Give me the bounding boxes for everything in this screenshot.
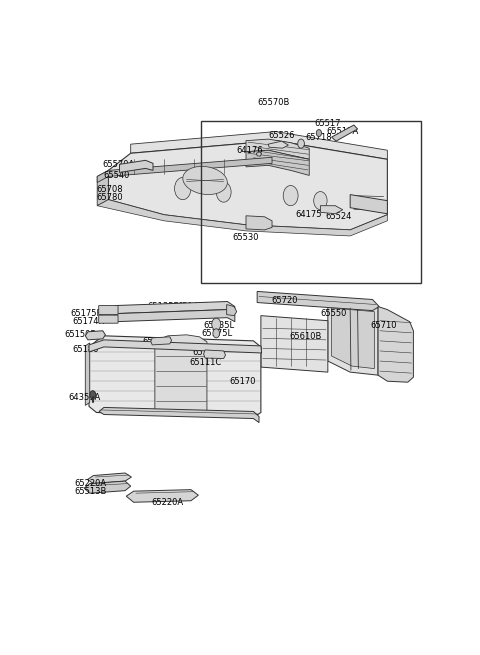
Text: 65513B: 65513B <box>74 487 107 496</box>
FancyBboxPatch shape <box>99 305 118 314</box>
Circle shape <box>298 139 304 148</box>
Polygon shape <box>89 340 262 353</box>
Text: 65524: 65524 <box>325 212 351 221</box>
Polygon shape <box>120 160 153 172</box>
Polygon shape <box>227 305 237 316</box>
Ellipse shape <box>183 166 228 195</box>
Polygon shape <box>261 316 328 372</box>
Text: 65220A: 65220A <box>74 479 107 487</box>
Text: 65170: 65170 <box>229 377 256 386</box>
Text: 65718: 65718 <box>305 132 332 141</box>
Polygon shape <box>99 407 259 422</box>
Polygon shape <box>332 308 374 369</box>
Polygon shape <box>97 200 387 236</box>
Polygon shape <box>151 337 172 345</box>
Polygon shape <box>350 195 387 214</box>
Text: 65174R: 65174R <box>73 316 105 326</box>
Polygon shape <box>246 150 309 176</box>
Polygon shape <box>85 331 106 340</box>
Polygon shape <box>115 301 235 314</box>
Circle shape <box>283 185 298 206</box>
Text: 65610B: 65610B <box>289 332 322 341</box>
Text: 64351A: 64351A <box>69 393 101 402</box>
Polygon shape <box>85 343 90 405</box>
Text: 65111C: 65111C <box>190 358 222 367</box>
Polygon shape <box>131 132 387 159</box>
Circle shape <box>90 391 96 399</box>
Polygon shape <box>321 206 343 214</box>
Circle shape <box>316 130 322 137</box>
Text: 64175: 64175 <box>295 210 322 219</box>
Polygon shape <box>108 141 387 230</box>
Polygon shape <box>332 125 358 141</box>
Polygon shape <box>115 310 235 322</box>
Text: 65174L: 65174L <box>142 337 173 346</box>
Text: 65145A: 65145A <box>177 302 209 311</box>
Circle shape <box>216 182 231 202</box>
Circle shape <box>314 191 327 210</box>
Polygon shape <box>256 152 262 157</box>
Polygon shape <box>257 291 379 310</box>
Polygon shape <box>268 141 288 148</box>
Text: 65180: 65180 <box>73 345 99 354</box>
Text: 65517A: 65517A <box>326 126 359 136</box>
Polygon shape <box>84 481 131 493</box>
Bar <box>202 121 421 283</box>
FancyBboxPatch shape <box>99 315 118 323</box>
Text: 65175L: 65175L <box>202 329 232 338</box>
Text: 65150L: 65150L <box>192 348 223 358</box>
Text: 65175R: 65175R <box>71 309 103 318</box>
Text: 65540: 65540 <box>104 172 130 180</box>
Polygon shape <box>246 139 309 159</box>
Text: 64176: 64176 <box>237 146 263 155</box>
Text: 65570A: 65570A <box>103 160 135 169</box>
Polygon shape <box>87 473 132 483</box>
Circle shape <box>175 178 191 200</box>
Text: 65150R: 65150R <box>64 330 96 339</box>
Text: 65135R: 65135R <box>147 302 180 311</box>
Polygon shape <box>378 307 413 383</box>
Polygon shape <box>328 303 378 375</box>
Polygon shape <box>246 215 272 230</box>
Polygon shape <box>97 170 108 206</box>
Polygon shape <box>89 336 261 417</box>
Text: 65550: 65550 <box>320 309 347 318</box>
Circle shape <box>212 318 221 330</box>
Text: 65526: 65526 <box>268 130 295 140</box>
Text: 65708: 65708 <box>96 185 123 194</box>
Text: 65517: 65517 <box>314 119 341 128</box>
Polygon shape <box>155 335 207 415</box>
Text: 65135L: 65135L <box>203 321 234 330</box>
Text: 65780: 65780 <box>96 193 123 202</box>
Polygon shape <box>204 350 226 358</box>
Text: 65710: 65710 <box>371 321 397 330</box>
Text: 65570B: 65570B <box>258 98 290 107</box>
Text: 65220A: 65220A <box>151 498 183 507</box>
Polygon shape <box>97 157 272 183</box>
Text: 65530: 65530 <box>233 233 259 242</box>
Circle shape <box>213 329 219 338</box>
Text: 65720: 65720 <box>272 296 298 305</box>
Polygon shape <box>126 490 198 502</box>
